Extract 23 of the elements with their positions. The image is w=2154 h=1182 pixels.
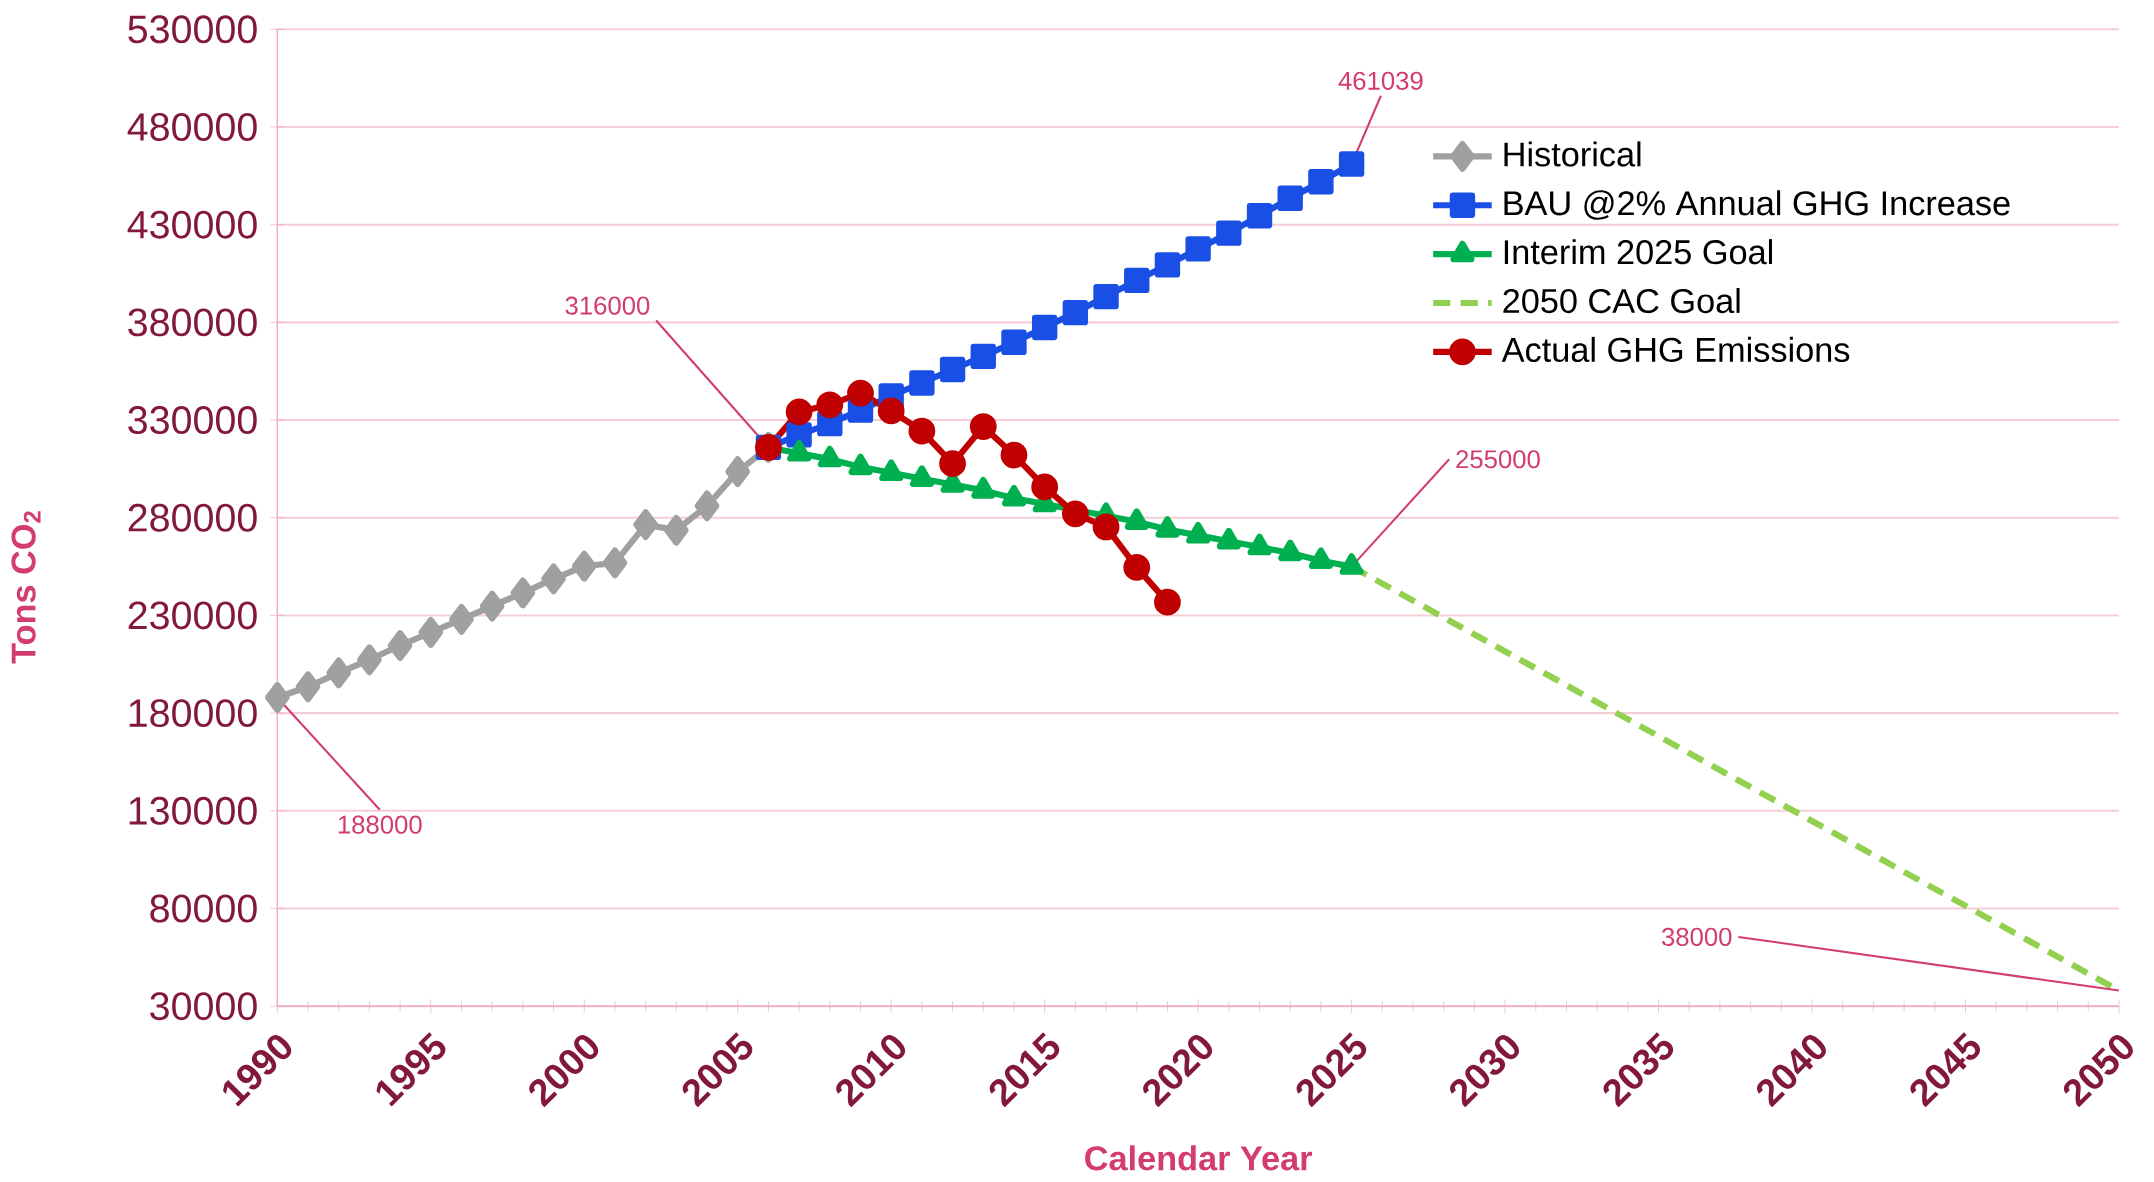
y-axis-title: Tons CO$_{2}$ <box>11 511 41 664</box>
annotation: 255000 <box>1456 450 1540 469</box>
y-tick-label: 480000 <box>127 113 257 141</box>
y-tick-label: 80000 <box>150 894 257 923</box>
annotation: 188000 <box>338 815 422 834</box>
y-tick-label: 30000 <box>150 992 257 1021</box>
annotation: 461039 <box>1338 71 1423 90</box>
y-tick-label: 530000 <box>128 15 257 44</box>
y-tick-label: 330000 <box>128 406 257 435</box>
legend-label: BAU @2% Annual GHG Increase <box>1504 190 2010 220</box>
annotation: 38000 <box>1661 927 1732 947</box>
legend-label: Historical <box>1504 141 1641 167</box>
y-tick-label: 280000 <box>128 503 257 532</box>
y-tick-label: 180000 <box>129 699 257 728</box>
legend-label: Actual GHG Emissions <box>1501 336 1850 363</box>
legend-label: 2050 CAC Goal <box>1503 288 1740 314</box>
y-tick-label: 230000 <box>128 601 257 630</box>
y-tick-label: 130000 <box>129 796 257 825</box>
annotation: 316000 <box>565 296 650 315</box>
x-axis-title: Calendar Year <box>1085 1145 1313 1171</box>
y-tick-label: 380000 <box>128 308 257 337</box>
legend-label: Interim 2025 Goal <box>1504 239 1772 265</box>
y-tick-label: 430000 <box>127 210 257 239</box>
